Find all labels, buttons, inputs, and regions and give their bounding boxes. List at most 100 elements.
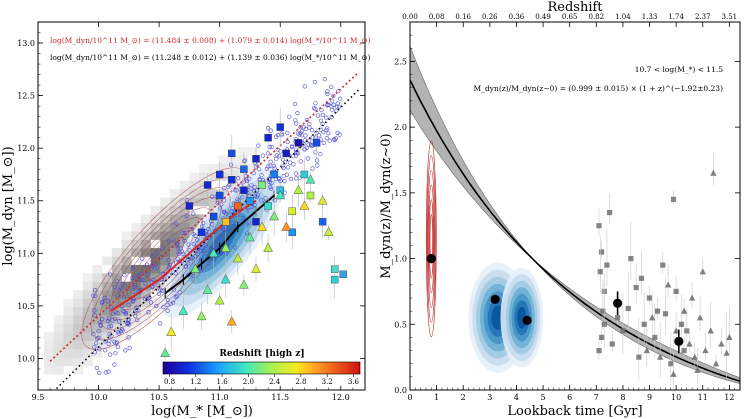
top-tick-label: 0.16 (455, 13, 471, 21)
top-tick-label: 1.33 (642, 13, 658, 21)
histogram-cell (63, 332, 74, 341)
sdss-galaxy-point (235, 197, 240, 202)
histogram-cell (218, 163, 229, 173)
sdss-galaxy-point (212, 257, 217, 262)
x-tick-label: 12.0 (332, 393, 350, 402)
evolution-fit-equation: M_dyn(z)/M_dyn(z∼0) = (0.999 ± 0.015) × … (474, 84, 724, 93)
histogram-cell (228, 155, 239, 165)
sdss-galaxy-point (92, 313, 97, 318)
sdss-galaxy-point (127, 346, 132, 351)
highz-triangle-point (688, 294, 696, 301)
sdss-galaxy-point (264, 166, 270, 171)
histogram-cell (140, 248, 151, 257)
sdss-galaxy-point (209, 246, 214, 251)
histogram-cell (73, 365, 84, 375)
sdss-galaxy-point (175, 256, 180, 261)
sdss-galaxy-point (310, 135, 315, 140)
sdss-galaxy-point (324, 115, 329, 120)
histogram-cell (121, 264, 132, 274)
sdss-galaxy-point (288, 176, 294, 182)
colorbar-gradient (162, 361, 361, 375)
histogram-cell (160, 197, 171, 207)
sdss-galaxy-point (267, 144, 272, 149)
highz-triangle-point (190, 263, 201, 273)
highz-square-point (673, 288, 679, 294)
histogram-cell (102, 323, 113, 333)
highz-triangle-point (696, 314, 704, 321)
x-tick-label: 11.0 (211, 393, 229, 402)
highz-square-point (209, 212, 218, 221)
sdss-galaxy-point (267, 180, 272, 185)
sdss-galaxy-point (274, 153, 280, 158)
sdss-galaxy-point (100, 299, 105, 305)
histogram-cell (179, 189, 190, 198)
sdss-galaxy-point (126, 302, 131, 307)
sdss-galaxy-point (217, 235, 222, 240)
histogram-cell (160, 222, 171, 232)
histogram-cell (44, 365, 55, 375)
histogram-cell (179, 180, 190, 190)
highz-triangle-point (710, 169, 717, 176)
sdss-galaxy-point (150, 284, 155, 290)
sdss-galaxy-point (335, 104, 340, 109)
highz-square-point (282, 149, 290, 158)
sdss-galaxy-point (180, 230, 185, 235)
highz-square-point (654, 308, 661, 314)
y-tick-label: 1.0 (394, 255, 407, 264)
sdss-galaxy-point (131, 289, 136, 295)
histogram-cell (102, 306, 113, 316)
histogram-cell (199, 197, 210, 207)
histogram-cell (170, 248, 180, 257)
sdss-galaxy-point (335, 101, 340, 106)
histogram-cell (170, 231, 180, 240)
sdss-galaxy-point (236, 176, 241, 181)
y-tick-label: 12.0 (17, 144, 35, 153)
sdss-red-contour (426, 155, 436, 323)
histogram-cell (121, 323, 132, 333)
sdss-galaxy-point (279, 131, 284, 136)
sdss-galaxy-point (331, 93, 336, 98)
sdss-galaxy-point (133, 313, 138, 318)
sdss-galaxy-point (106, 324, 112, 329)
highz-square-point (646, 295, 653, 301)
histogram-cell (140, 264, 151, 274)
histogram-cell (150, 214, 161, 224)
sdss-galaxy-point (256, 143, 261, 148)
sdss-galaxy-point (326, 131, 331, 136)
highz-triangle-point (712, 360, 720, 367)
histogram-cell (121, 298, 132, 308)
sdss-galaxy-point (97, 370, 102, 376)
highz-square-point (625, 305, 631, 312)
sdss-galaxy-point (248, 186, 254, 191)
colorbar-tick-label: 2.0 (243, 378, 254, 386)
sdss-galaxy-point (174, 221, 179, 226)
histogram-cell (140, 231, 151, 240)
histogram-cell (179, 222, 190, 232)
highz-triangle-point (239, 279, 249, 289)
top-tick-label: 0.82 (588, 13, 604, 21)
x-tick-label: 2 (461, 393, 466, 402)
sdss-galaxy-point (175, 246, 180, 251)
colorbar-tick-label: 3.6 (348, 378, 360, 386)
sdss-galaxy-point (118, 285, 123, 291)
highz-square-point (276, 123, 284, 131)
sdss-red-contour (427, 169, 436, 308)
highz-square-point (203, 181, 212, 189)
sdss-galaxy-point (266, 164, 271, 169)
top-tick-label: 0.00 (402, 13, 418, 21)
sdss-galaxy-point (183, 264, 188, 269)
sdss-galaxy-point (268, 159, 273, 164)
histogram-cell (92, 281, 103, 291)
sdss-galaxy-point (186, 261, 191, 266)
sdss-galaxy-point (202, 254, 207, 259)
highz-square-point (615, 315, 621, 321)
histogram-cell (82, 306, 93, 316)
histogram-cell (140, 273, 151, 282)
sdss-galaxy-point (175, 294, 180, 299)
sdss-galaxy-point (322, 77, 327, 82)
sdss-galaxy-point (165, 302, 170, 308)
histogram-cell (208, 163, 219, 173)
sdss-galaxy-point (191, 232, 196, 237)
sdss-galaxy-point (91, 332, 96, 337)
left-panel: 9.5 10.0 10.5 11.0 11.5 12.0 10.0 10.5 11.0 11.5 1… (1, 21, 371, 419)
